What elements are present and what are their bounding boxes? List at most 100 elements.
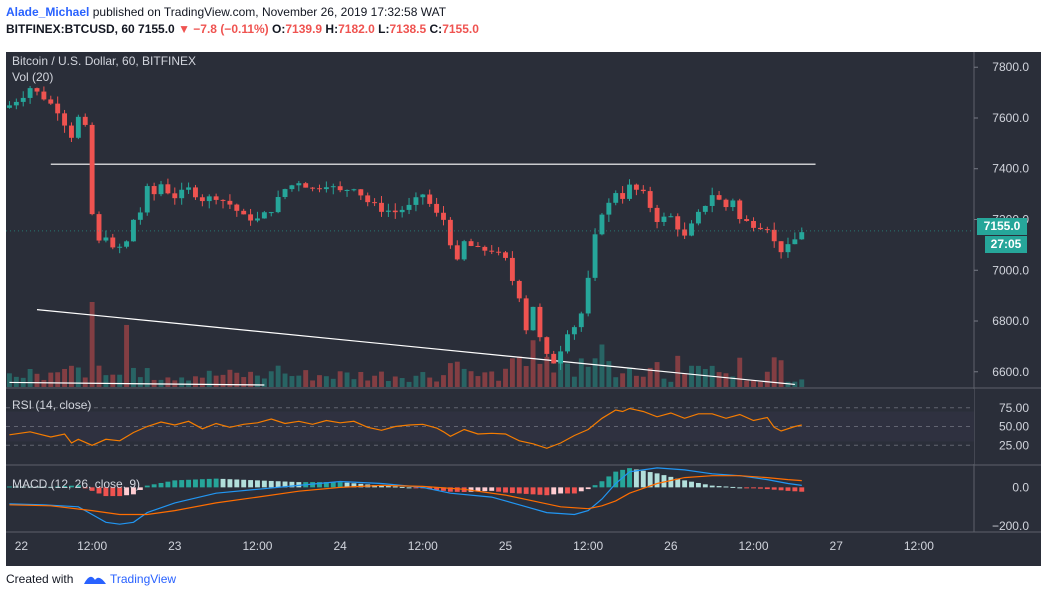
candlestick [344, 189, 350, 197]
volume-bar [268, 371, 274, 387]
candle-body [689, 223, 694, 236]
candlestick [427, 189, 433, 207]
volume-bar [193, 376, 198, 387]
candlestick [640, 185, 646, 194]
candlestick [668, 213, 674, 218]
candle-body [7, 105, 12, 108]
candle-body [633, 184, 639, 190]
candlestick [227, 194, 233, 210]
candlestick [441, 206, 446, 226]
candlestick [241, 208, 247, 215]
candlestick [179, 182, 185, 205]
candlestick [675, 213, 681, 237]
macd-histogram-bar [213, 478, 219, 488]
candle-body [537, 306, 543, 338]
volume-bar [227, 369, 233, 387]
candle-body [13, 101, 19, 106]
trendline-upper-left [9, 381, 265, 386]
candlestick [778, 241, 784, 259]
candlestick [392, 203, 398, 219]
candle-body [592, 234, 598, 278]
volume-bar [640, 376, 646, 387]
tradingview-brand-link[interactable]: TradingView [110, 572, 177, 586]
volume-bar [317, 375, 322, 387]
volume-bar [344, 372, 350, 387]
author-link[interactable]: Alade_Michael [6, 5, 90, 19]
macd-histogram-bar [41, 486, 47, 488]
candle-body [565, 334, 570, 352]
volume-bar [489, 371, 495, 387]
candlestick [544, 336, 550, 357]
candle-body [675, 216, 681, 230]
volume-bar [110, 374, 116, 387]
candle-body [372, 202, 378, 204]
candle-body [757, 227, 763, 230]
candle-body [234, 204, 240, 211]
volume-bar [406, 381, 412, 387]
macd-histogram-bar [379, 485, 384, 488]
volume-bar [255, 375, 260, 387]
volume-bar [323, 376, 329, 387]
candle-body [96, 214, 102, 241]
chart-canvas[interactable]: 6600.06800.07000.07200.07400.07600.07800… [6, 52, 1041, 566]
macd-histogram-bar [454, 487, 460, 492]
candlestick [682, 222, 688, 240]
candlestick [69, 122, 74, 142]
candlestick [7, 101, 12, 109]
macd-histogram-bar [757, 487, 763, 489]
time-tick-label: 24 [333, 539, 347, 553]
volume-bar [69, 365, 74, 387]
macd-histogram-bar [647, 472, 653, 488]
candlestick [151, 182, 157, 201]
candlestick [48, 95, 54, 105]
candle-body [227, 200, 233, 205]
candle-body [516, 280, 522, 299]
volume-bar [89, 302, 95, 387]
candle-body [764, 229, 770, 231]
volume-bar [447, 363, 453, 387]
volume-bar [730, 376, 736, 387]
volume-bar [296, 375, 302, 387]
symbol-text: BITFINEX:BTCUSD, 60 [6, 22, 135, 36]
volume-bar [496, 380, 502, 387]
volume-bar [778, 360, 784, 387]
macd-histogram-bar [27, 486, 33, 488]
price-tick-label: 6800.0 [992, 314, 1029, 328]
candle-body [69, 125, 74, 138]
candle-body [213, 196, 219, 200]
candlestick [503, 250, 508, 261]
candle-body [482, 246, 488, 251]
volume-bar [137, 377, 143, 387]
volume-bar [62, 368, 68, 387]
volume-bar [613, 377, 619, 387]
chart-area[interactable]: 6600.06800.07000.07200.07400.07600.07800… [6, 52, 1041, 566]
candle-body [420, 194, 426, 198]
volume-bar [220, 374, 226, 387]
macd-histogram-bar [606, 476, 612, 488]
candlestick [158, 180, 164, 197]
candlestick [475, 242, 481, 248]
macd-histogram-bar [110, 487, 116, 497]
candlestick [496, 247, 502, 256]
macd-histogram-bar [592, 485, 598, 488]
price-tick-label: 7600.0 [992, 111, 1029, 125]
candle-body [392, 210, 398, 213]
series-title: Bitcoin / U.S. Dollar, 60, BITFINEX [12, 54, 197, 68]
volume-bar [530, 340, 536, 387]
volume-bar [27, 368, 33, 387]
macd-histogram-bar [186, 479, 192, 488]
macd-histogram-bar [34, 486, 40, 488]
macd-histogram-bar [530, 487, 536, 495]
candle-body [661, 216, 667, 222]
candlestick [633, 183, 639, 196]
macd-histogram-bar [20, 486, 26, 488]
candlestick [234, 203, 240, 217]
volume-bar [399, 378, 405, 387]
candlestick [592, 228, 598, 281]
candlestick [296, 180, 302, 192]
bar-countdown-tag: 27:05 [985, 236, 1027, 253]
candle-body [751, 220, 756, 228]
candle-body [199, 197, 205, 202]
candle-body [613, 193, 619, 203]
volume-bar [578, 358, 584, 387]
